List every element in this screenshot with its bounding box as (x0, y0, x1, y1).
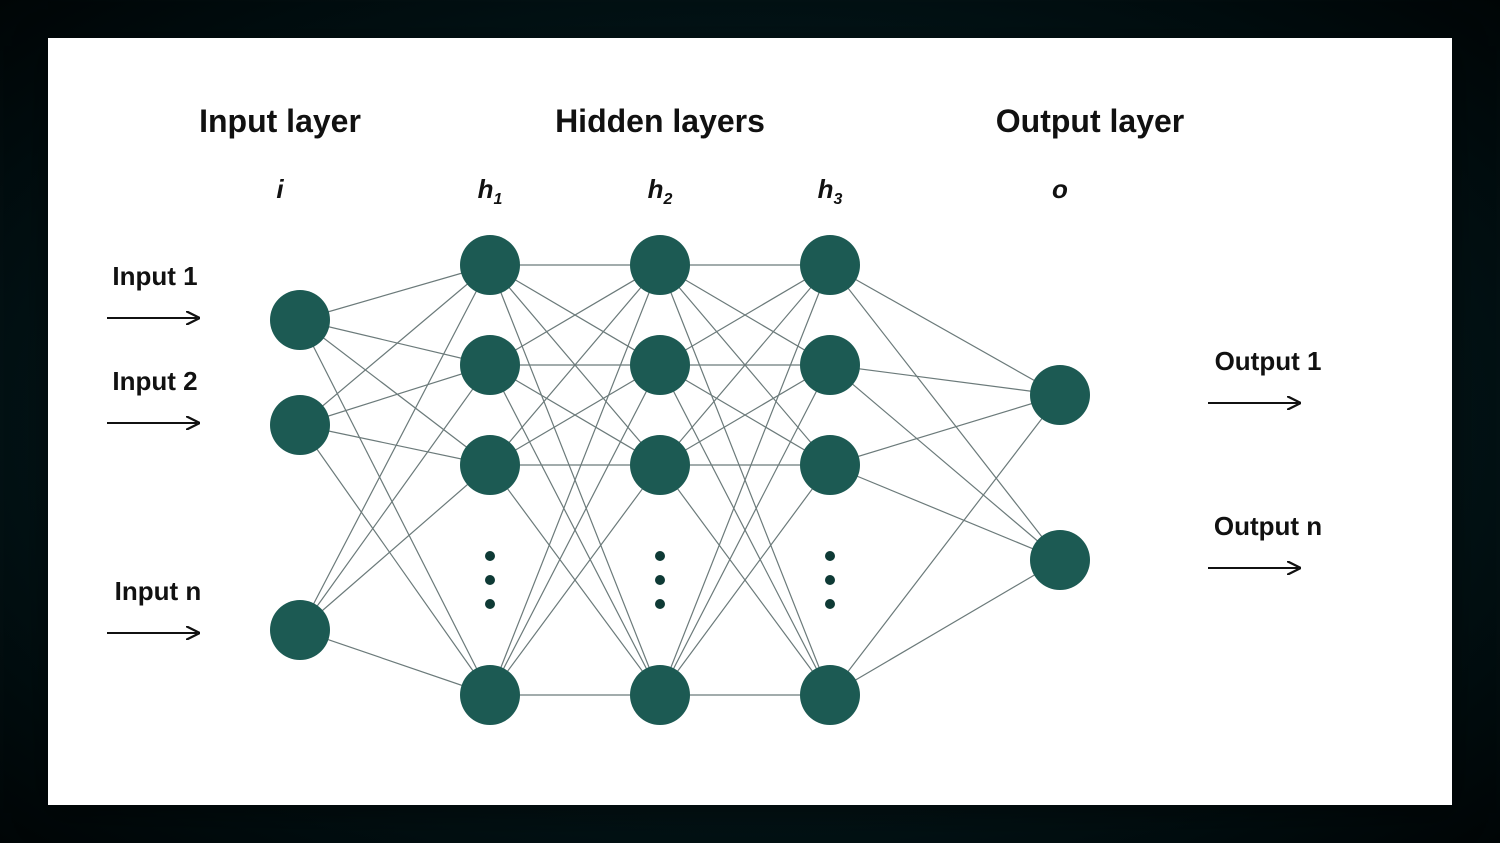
layer-heading: Output layer (996, 103, 1184, 139)
node-h2 (630, 235, 690, 295)
node-h1 (460, 335, 520, 395)
edge (830, 265, 1060, 560)
layer-symbol: i (276, 174, 284, 204)
ellipsis-dot (485, 599, 495, 609)
ellipsis-dot (825, 575, 835, 585)
diagram-card: Input layer Hidden layers Output layer i h1 h… (48, 38, 1452, 805)
node-h2 (630, 435, 690, 495)
edge (830, 265, 1060, 395)
output-label: Output n (1214, 511, 1322, 541)
ellipsis-dot (655, 599, 665, 609)
edge (830, 365, 1060, 395)
ellipsis-dot (485, 575, 495, 585)
edge (300, 365, 490, 630)
node-input (270, 600, 330, 660)
edge (830, 395, 1060, 695)
ellipsis-dot (825, 599, 835, 609)
node-h1 (460, 235, 520, 295)
node-input (270, 395, 330, 455)
layer-heading: Hidden layers (555, 103, 765, 139)
node-h3 (800, 435, 860, 495)
ellipsis-dot (825, 551, 835, 561)
output-label: Output 1 (1215, 346, 1322, 376)
input-label: Input 1 (112, 261, 197, 291)
node-h3 (800, 335, 860, 395)
node-output (1030, 365, 1090, 425)
ellipsis-dot (485, 551, 495, 561)
edge (300, 320, 490, 465)
edge (830, 560, 1060, 695)
edge (830, 365, 1060, 560)
edge (300, 465, 490, 630)
layer-symbol: o (1052, 174, 1068, 204)
edge (300, 265, 490, 425)
input-label: Input n (115, 576, 202, 606)
node-h3 (800, 235, 860, 295)
node-input (270, 290, 330, 350)
node-h2 (630, 665, 690, 725)
nodes-group (270, 235, 1090, 725)
layer-heading: Input layer (199, 103, 361, 139)
ellipsis-dot (655, 575, 665, 585)
edge (830, 395, 1060, 465)
node-h1 (460, 665, 520, 725)
layer-symbol: h2 (648, 174, 673, 208)
node-h1 (460, 435, 520, 495)
neural-network-diagram: Input layer Hidden layers Output layer i h1 h… (48, 38, 1452, 805)
input-label: Input 2 (112, 366, 197, 396)
node-output (1030, 530, 1090, 590)
node-h2 (630, 335, 690, 395)
node-h3 (800, 665, 860, 725)
ellipsis-dot (655, 551, 665, 561)
layer-symbol: h1 (478, 174, 503, 208)
layer-symbol: h3 (818, 174, 843, 208)
